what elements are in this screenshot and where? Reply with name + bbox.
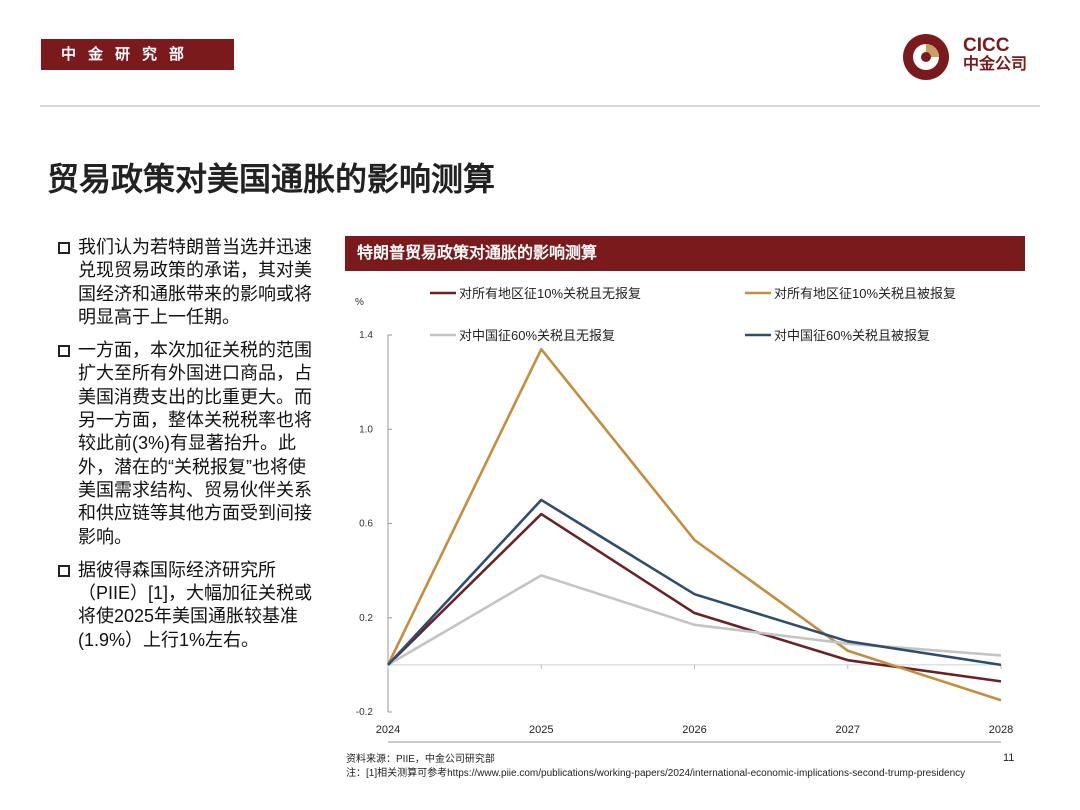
bullet-list: 我们认为若特朗普当选并迅速兑现贸易政策的承诺，其对美国经济和通胀带来的影响或将明… bbox=[58, 236, 320, 662]
y-tick-label: -0.2 bbox=[356, 707, 374, 718]
logo-english-name: CICC bbox=[963, 35, 1010, 56]
x-tick-label: 2025 bbox=[529, 724, 553, 736]
square-bullet-icon bbox=[58, 345, 70, 358]
legend-label: 对所有地区征10%关税且被报复 bbox=[774, 286, 956, 301]
legend-label: 对中国征60%关税且无报复 bbox=[459, 328, 615, 343]
page-number: 11 bbox=[1003, 752, 1015, 764]
bullet-text: 一方面，本次加征关税的范围扩大至所有外国进口商品，占美国消费支出的比重更大。而另… bbox=[78, 340, 312, 547]
cicc-logo-icon bbox=[903, 34, 949, 80]
source-note: 资料来源：PIIE，中金公司研究部 bbox=[346, 754, 495, 765]
square-bullet-icon bbox=[58, 242, 70, 254]
series-line bbox=[387, 498, 1002, 667]
y-tick-label: 1.0 bbox=[359, 424, 373, 435]
footnote: 注：[1]相关测算可参考https://www.piie.com/publica… bbox=[346, 768, 966, 779]
x-tick-label: 2026 bbox=[682, 724, 706, 736]
series-line bbox=[386, 347, 1002, 702]
legend-label: 对中国征60%关税且被报复 bbox=[774, 328, 930, 343]
bullet-text: 据彼得森国际经济研究所（PIIE）[1]，大幅加征关税或将使2025年美国通胀较… bbox=[78, 559, 313, 650]
x-tick-label: 2024 bbox=[376, 724, 400, 736]
chart-title: 特朗普贸易政策对通胀的影响测算 bbox=[345, 236, 1025, 271]
square-bullet-icon bbox=[58, 564, 70, 577]
series-line bbox=[387, 574, 1002, 666]
header-divider bbox=[40, 105, 1040, 107]
logo-chinese-name: 中金公司 bbox=[963, 56, 1028, 73]
bullet-item: 据彼得森国际经济研究所（PIIE）[1]，大幅加征关税或将使2025年美国通胀较… bbox=[58, 559, 320, 652]
x-tick-label: 2028 bbox=[989, 724, 1013, 736]
y-tick-label: 1.4 bbox=[359, 330, 373, 341]
bullet-item: 一方面，本次加征关税的范围扩大至所有外国进口商品，占美国消费支出的比重更大。而另… bbox=[58, 339, 320, 549]
page-title: 贸易政策对美国通胀的影响测算 bbox=[47, 161, 496, 197]
department-badge: 中金研究部 bbox=[41, 39, 234, 70]
y-tick-label: 0.2 bbox=[359, 613, 373, 624]
legend-label: 对所有地区征10%关税且无报复 bbox=[459, 286, 641, 301]
bullet-item: 我们认为若特朗普当选并迅速兑现贸易政策的承诺，其对美国经济和通胀带来的影响或将明… bbox=[58, 236, 320, 329]
cicc-logo: CICC 中金公司 bbox=[901, 32, 1051, 82]
y-axis-label: % bbox=[355, 297, 364, 308]
y-tick-label: 0.6 bbox=[359, 519, 373, 530]
x-tick-label: 2027 bbox=[836, 724, 860, 736]
bullet-text: 我们认为若特朗普当选并迅速兑现贸易政策的承诺，其对美国经济和通胀带来的影响或将明… bbox=[78, 237, 312, 327]
